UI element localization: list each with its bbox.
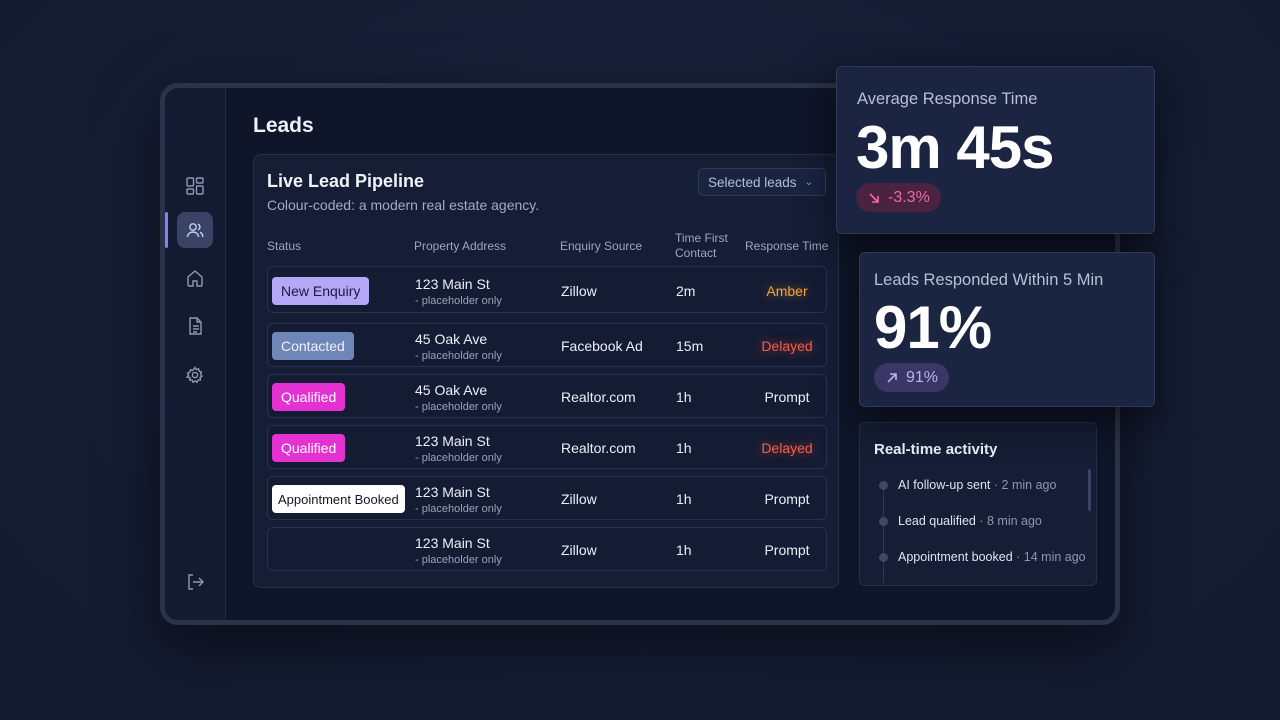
column-header-source: Enquiry Source bbox=[560, 239, 643, 253]
table-row[interactable]: Appointment Booked 123 Main St - placeho… bbox=[267, 476, 827, 520]
main-content: Leads Live Lead Pipeline Colour-coded: a… bbox=[227, 88, 1115, 620]
activity-dot bbox=[879, 517, 888, 526]
address-cell: 123 Main St bbox=[415, 276, 490, 292]
home-icon bbox=[187, 270, 203, 287]
column-header-address: Property Address bbox=[414, 239, 507, 253]
status-badge: Qualified bbox=[272, 383, 346, 411]
realtime-activity-panel: Real-time activity AI follow-up sent · 2… bbox=[859, 422, 1097, 586]
source-cell: Zillow bbox=[561, 542, 597, 558]
address-cell: 123 Main St bbox=[415, 433, 490, 449]
source-cell: Realtor.com bbox=[561, 389, 636, 405]
address-note: - placeholder only bbox=[415, 452, 502, 464]
address-note: - placeholder only bbox=[415, 503, 502, 515]
change-badge: -3.3% bbox=[856, 183, 941, 212]
gear-icon bbox=[185, 366, 204, 384]
address-note: - placeholder only bbox=[415, 554, 502, 566]
users-icon bbox=[186, 223, 204, 238]
change-badge: 91% bbox=[874, 363, 950, 392]
status-badge: New Enquiry bbox=[272, 277, 370, 305]
time-cell: 2m bbox=[676, 283, 696, 299]
response-cell: Prompt bbox=[764, 491, 810, 507]
table-row[interactable]: Qualified 45 Oak Ave - placeholder only … bbox=[267, 374, 827, 418]
selected-leads-dropdown[interactable]: Selected leads ⌄ bbox=[698, 168, 826, 196]
time-cell: 1h bbox=[676, 440, 692, 456]
nav-home[interactable] bbox=[177, 260, 213, 296]
address-cell: 45 Oak Ave bbox=[415, 382, 488, 398]
metric-value: 3m 45s bbox=[856, 114, 1054, 181]
dropdown-label: Selected leads bbox=[708, 174, 797, 190]
page-title: Leads bbox=[253, 114, 314, 137]
activity-item: AI follow-up sent · 2 min ago bbox=[898, 478, 1056, 492]
time-cell: 1h bbox=[676, 491, 692, 507]
chevron-down-icon: ⌄ bbox=[804, 176, 813, 188]
nav-logout[interactable] bbox=[177, 564, 213, 600]
activity-timeline bbox=[883, 483, 884, 583]
address-note: - placeholder only bbox=[415, 295, 502, 307]
time-cell: 15m bbox=[676, 338, 704, 354]
source-cell: Zillow bbox=[561, 283, 597, 299]
response-cell: Prompt bbox=[764, 389, 810, 405]
metric-label: Average Response Time bbox=[857, 90, 1038, 108]
table-row[interactable]: New Enquiry 123 Main St - placeholder on… bbox=[267, 266, 827, 313]
arrow-up-right-icon bbox=[887, 372, 897, 383]
activity-item-time: · 8 min ago bbox=[979, 514, 1042, 528]
activity-item-text: Appointment booked bbox=[898, 550, 1013, 564]
activity-dot bbox=[879, 553, 888, 562]
active-indicator bbox=[165, 212, 168, 248]
column-header-response: Response Time bbox=[745, 239, 829, 253]
table-row[interactable]: 123 Main St - placeholder only Zillow 1h… bbox=[267, 527, 827, 571]
logout-icon bbox=[188, 574, 204, 590]
pipeline-subtitle: Colour-coded: a modern real estate agenc… bbox=[267, 197, 540, 213]
time-cell: 1h bbox=[676, 542, 692, 558]
activity-scrollbar[interactable] bbox=[1088, 469, 1091, 511]
response-cell: Prompt bbox=[764, 542, 810, 558]
lead-pipeline-panel: Live Lead Pipeline Colour-coded: a moder… bbox=[253, 154, 839, 588]
activity-item: Appointment booked · 14 min ago bbox=[898, 550, 1086, 564]
column-header-time-first-contact: Time First Contact bbox=[675, 231, 728, 261]
response-cell: Amber bbox=[766, 283, 808, 299]
address-cell: 45 Oak Ave bbox=[415, 331, 488, 347]
activity-item: Lead qualified · 8 min ago bbox=[898, 514, 1042, 528]
pipeline-title: Live Lead Pipeline bbox=[267, 171, 425, 191]
column-header-time-line2: Contact bbox=[675, 246, 717, 260]
dashboard-icon bbox=[186, 177, 204, 195]
column-header-time-line1: Time First bbox=[675, 231, 728, 245]
activity-item-text: AI follow-up sent bbox=[898, 478, 991, 492]
nav-documents[interactable] bbox=[177, 308, 213, 344]
status-badge: Contacted bbox=[272, 332, 354, 360]
address-note: - placeholder only bbox=[415, 350, 502, 362]
activity-title: Real-time activity bbox=[874, 441, 998, 458]
arrow-down-right-icon bbox=[869, 192, 879, 203]
address-cell: 123 Main St bbox=[415, 484, 490, 500]
change-value: 91% bbox=[906, 368, 939, 386]
nav-dashboard[interactable] bbox=[177, 168, 213, 204]
column-header-status: Status bbox=[267, 239, 302, 253]
source-cell: Realtor.com bbox=[561, 440, 636, 456]
source-cell: Facebook Ad bbox=[561, 338, 643, 354]
activity-dot bbox=[879, 481, 888, 490]
metric-value: 91% bbox=[874, 294, 992, 361]
average-response-card: Average Response Time 3m 45s -3.3% bbox=[836, 66, 1155, 234]
activity-item-time: · 14 min ago bbox=[1016, 550, 1086, 564]
source-cell: Zillow bbox=[561, 491, 597, 507]
time-cell: 1h bbox=[676, 389, 692, 405]
status-badge: Qualified bbox=[272, 434, 346, 462]
sidebar bbox=[165, 88, 226, 620]
response-cell: Delayed bbox=[761, 440, 813, 456]
address-cell: 123 Main St bbox=[415, 535, 490, 551]
activity-item-text: Lead qualified bbox=[898, 514, 976, 528]
response-cell: Delayed bbox=[761, 338, 813, 354]
activity-item-time: · 2 min ago bbox=[993, 478, 1057, 492]
table-row[interactable]: Contacted 45 Oak Ave - placeholder only … bbox=[267, 323, 827, 367]
change-value: -3.3% bbox=[888, 188, 930, 206]
within-5-min-card: Leads Responded Within 5 Min 91% 91% bbox=[859, 252, 1155, 407]
table-row[interactable]: Qualified 123 Main St - placeholder only… bbox=[267, 425, 827, 469]
nav-leads[interactable] bbox=[177, 212, 213, 248]
nav-settings[interactable] bbox=[177, 357, 213, 393]
metric-label: Leads Responded Within 5 Min bbox=[874, 271, 1104, 289]
address-note: - placeholder only bbox=[415, 401, 502, 413]
document-icon bbox=[189, 317, 202, 335]
status-badge: Appointment Booked bbox=[272, 485, 405, 513]
